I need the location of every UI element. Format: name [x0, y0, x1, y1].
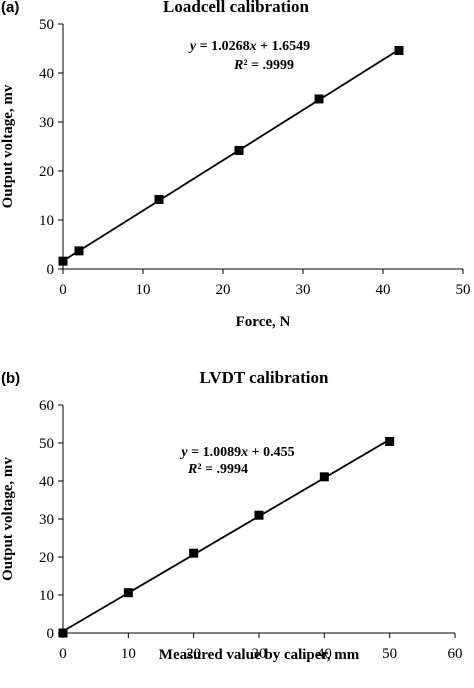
chart-b-x-axis-label: Measured value by caliper, mm: [159, 647, 360, 663]
chart-b-x-tick-label: 50: [382, 646, 397, 662]
chart-b-data-point: [385, 436, 395, 446]
chart-b-r-squared: R² = .9994: [187, 462, 248, 477]
chart-b-x-tick-label: 20: [186, 646, 201, 662]
chart-b-trendline: [62, 438, 391, 633]
chart-b-y-tick-label: 20: [39, 550, 54, 566]
chart-a-x-tick-label: 50: [456, 282, 471, 298]
chart-a-r-squared: R² = .9999: [233, 58, 294, 73]
chart-b-x-tick-label: 60: [448, 646, 463, 662]
chart-a-y-tick-label: 40: [39, 66, 54, 82]
chart-a-y-axis-label: Output voltage, mv: [0, 84, 16, 208]
chart-a-trendline: [62, 48, 400, 262]
chart-b-x-tick-label: 10: [121, 646, 136, 662]
chart-b-y-axis-label: Output voltage, mv: [0, 457, 16, 581]
chart-a-data-point: [394, 45, 404, 55]
chart-b-x-tick-label: 0: [59, 646, 67, 662]
chart-b-data-point: [58, 628, 68, 638]
chart-a-x-tick-label: 10: [136, 282, 151, 298]
chart-b-y-tick-label: 0: [47, 626, 55, 642]
chart-a-data-point: [58, 256, 68, 266]
chart-a-data-point: [314, 94, 324, 104]
chart-a-panel-label: (a): [1, 0, 19, 16]
chart-b-data-point: [189, 548, 199, 558]
chart-a-y-tick-label: 20: [39, 164, 54, 180]
chart-b-data-point: [254, 510, 264, 520]
chart-a-x-tick-label: 20: [216, 282, 231, 298]
chart-b-y-tick-label: 60: [39, 398, 54, 414]
chart-a-x-axis-label: Force, N: [236, 314, 291, 330]
chart-a-equation: y = 1.0268x + 1.6549: [188, 39, 310, 54]
chart-a-data-point: [154, 194, 164, 204]
chart-b-data-point: [123, 588, 133, 598]
chart-a-x-tick-label: 40: [376, 282, 391, 298]
chart-b-panel-label: (b): [1, 370, 20, 387]
chart-b-data-point: [319, 472, 329, 482]
chart-a-title: Loadcell calibration: [163, 0, 309, 16]
chart-b-x-tick-label: 30: [252, 646, 267, 662]
chart-a-data-point: [234, 145, 244, 155]
chart-a-y-tick-label: 10: [39, 213, 54, 229]
chart-a-x-tick-label: 30: [296, 282, 311, 298]
chart-b-equation: y = 1.0089x + 0.455: [179, 445, 294, 460]
chart-a-y-tick-label: 0: [47, 262, 55, 278]
chart-a-y-tick-label: 50: [39, 17, 54, 33]
chart-b-y-tick-label: 10: [39, 588, 54, 604]
chart-b-y-tick-label: 30: [39, 512, 54, 528]
chart-a-y-tick-label: 30: [39, 115, 54, 131]
chart-a-x-tick-label: 0: [59, 282, 67, 298]
chart-b-y-tick-label: 50: [39, 436, 54, 452]
chart-b-x-tick-label: 40: [317, 646, 332, 662]
chart-a-data-point: [74, 246, 84, 256]
chart-b-title: LVDT calibration: [200, 368, 329, 387]
chart-b-y-tick-label: 40: [39, 474, 54, 490]
